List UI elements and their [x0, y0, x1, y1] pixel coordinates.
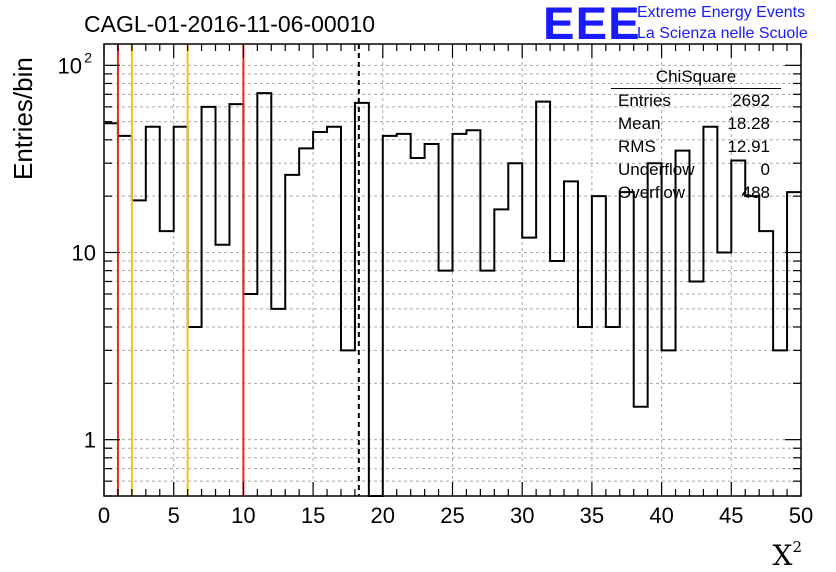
x-tick-label: 20 — [371, 503, 395, 528]
eee-logo: EEE — [543, 0, 641, 49]
stats-label: Entries — [618, 91, 671, 110]
stats-value: 12.91 — [727, 137, 770, 156]
y-tick-label: 1 — [84, 428, 96, 453]
stats-row-rms: RMS 12.91 — [614, 135, 778, 158]
x-tick-label: 25 — [440, 503, 464, 528]
x-tick-label: 30 — [510, 503, 534, 528]
x-tick-label: 50 — [789, 503, 813, 528]
x-tick-label: 15 — [301, 503, 325, 528]
y-tick-label: 10 — [72, 240, 96, 265]
x-tick-label: 10 — [231, 503, 255, 528]
x-axis-label-base: X — [772, 539, 793, 572]
chart-title: CAGL-01-2016-11-06-00010 — [84, 11, 376, 37]
logo-line-1: Extreme Energy Events — [637, 4, 806, 21]
stats-label: Mean — [618, 114, 661, 133]
stats-row-underflow: Underflow 0 — [614, 158, 778, 181]
stats-row-entries: Entries 2692 — [614, 89, 778, 112]
x-tick-label: 0 — [98, 503, 110, 528]
stats-box: ChiSquare Entries 2692 Mean 18.28 RMS 12.91… — [611, 66, 781, 204]
stats-value: 488 — [741, 183, 770, 202]
stats-label: RMS — [618, 137, 656, 156]
stats-row-overflow: Overflow 488 — [614, 181, 778, 204]
stats-title: ChiSquare — [611, 66, 781, 89]
x-tick-label: 35 — [580, 503, 604, 528]
x-tick-label: 45 — [719, 503, 743, 528]
histogram-line — [104, 92, 801, 497]
stats-label: Overflow — [618, 183, 686, 202]
y-axis-label: Entries/bin — [8, 57, 38, 180]
y-tick-label-exponent: 2 — [84, 49, 92, 65]
x-tick-label: 5 — [168, 503, 180, 528]
stats-label: Underflow — [618, 160, 695, 179]
x-axis-label: X2 — [773, 538, 802, 572]
stats-value: 18.28 — [727, 114, 770, 133]
x-axis-label-superscript: 2 — [792, 538, 802, 556]
stats-value: 2692 — [732, 91, 770, 110]
logo-line-2: La Scienza nelle Scuole — [637, 25, 808, 42]
y-tick-label: 10 — [58, 53, 82, 78]
stats-value: 0 — [760, 160, 770, 179]
x-tick-label: 40 — [649, 503, 673, 528]
stats-row-mean: Mean 18.28 — [614, 112, 778, 135]
